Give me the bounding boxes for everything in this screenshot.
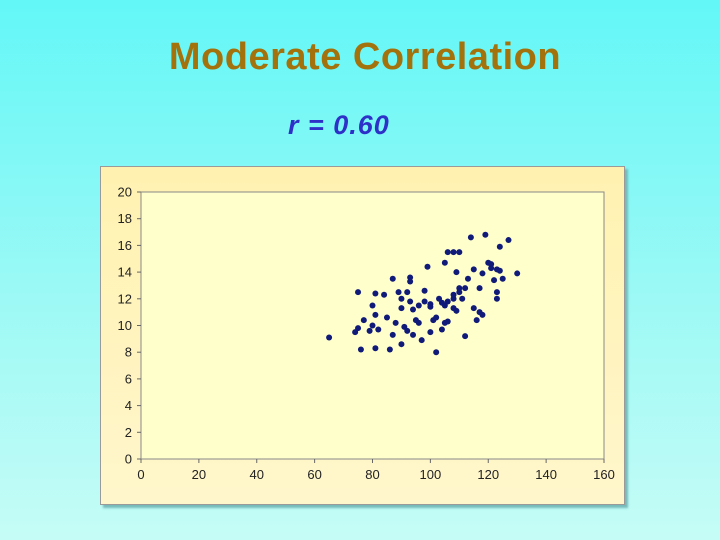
- data-point: [441, 259, 448, 266]
- data-point: [456, 285, 463, 292]
- y-tick-label: 0: [125, 452, 132, 467]
- data-point: [464, 275, 471, 282]
- data-point: [355, 325, 362, 332]
- data-point: [491, 277, 498, 284]
- data-point: [372, 311, 379, 318]
- data-point: [438, 326, 445, 333]
- data-point: [357, 346, 364, 353]
- y-tick-label: 4: [125, 398, 132, 413]
- data-point: [467, 234, 474, 241]
- y-tick-label: 8: [125, 345, 132, 360]
- data-point: [389, 331, 396, 338]
- data-point: [496, 267, 503, 274]
- correlation-coefficient: r = 0.60: [288, 110, 390, 140]
- data-point: [470, 266, 477, 273]
- data-point: [444, 249, 451, 256]
- data-point: [479, 270, 486, 277]
- data-point: [418, 337, 425, 344]
- data-point: [459, 295, 466, 302]
- data-point: [453, 269, 460, 276]
- x-tick-label: 60: [307, 467, 321, 482]
- data-point: [381, 291, 388, 298]
- y-tick-label: 18: [118, 211, 132, 226]
- data-point: [444, 318, 451, 325]
- data-point: [462, 285, 469, 292]
- y-tick-label: 2: [125, 425, 132, 440]
- data-point: [415, 319, 422, 326]
- x-tick-label: 20: [192, 467, 206, 482]
- data-point: [326, 334, 333, 341]
- y-tick-label: 20: [118, 185, 132, 200]
- x-tick-label: 0: [137, 467, 144, 482]
- data-point: [389, 275, 396, 282]
- data-point: [383, 314, 390, 321]
- data-point: [427, 301, 434, 308]
- data-point: [398, 305, 405, 312]
- y-tick-label: 14: [118, 265, 132, 280]
- chart-frame: 0 2 4 6 8 10 12 14 16 18 20 0 20 40 60 80 100 120 140 160: [100, 166, 625, 505]
- data-point: [369, 302, 376, 309]
- data-point: [473, 317, 480, 324]
- data-point: [514, 270, 521, 277]
- y-tick-label: 10: [118, 318, 132, 333]
- data-point: [427, 329, 434, 336]
- data-point: [450, 295, 457, 302]
- data-point: [395, 289, 402, 296]
- data-point: [404, 289, 411, 296]
- x-tick-label: 80: [365, 467, 379, 482]
- y-tick-label: 6: [125, 371, 132, 386]
- data-point: [386, 346, 393, 353]
- data-point: [453, 307, 460, 314]
- data-point: [392, 319, 399, 326]
- data-point: [456, 249, 463, 256]
- data-point: [421, 287, 428, 294]
- x-tick-label: 140: [535, 467, 557, 482]
- data-point: [404, 327, 411, 334]
- data-point: [479, 311, 486, 318]
- data-point: [407, 298, 414, 305]
- data-point: [355, 289, 362, 296]
- data-point: [496, 243, 503, 250]
- data-point: [407, 278, 414, 285]
- y-tick-label: 12: [118, 291, 132, 306]
- x-tick-label: 120: [477, 467, 499, 482]
- data-point: [372, 345, 379, 352]
- data-point: [410, 306, 417, 313]
- scatter-chart: 0 2 4 6 8 10 12 14 16 18 20 0 20 40 60 80 100 120 140 160: [118, 185, 615, 483]
- data-point: [375, 326, 382, 333]
- data-point: [488, 261, 495, 268]
- data-point: [462, 333, 469, 340]
- data-point: [415, 302, 422, 309]
- data-point: [421, 298, 428, 305]
- data-point: [369, 322, 376, 329]
- data-point: [366, 327, 373, 334]
- data-point: [493, 295, 500, 302]
- x-tick-label: 100: [420, 467, 442, 482]
- data-point: [505, 237, 512, 244]
- data-point: [493, 289, 500, 296]
- data-point: [410, 331, 417, 338]
- data-point: [433, 349, 440, 356]
- data-point: [470, 305, 477, 312]
- data-point: [372, 290, 379, 297]
- data-point: [398, 295, 405, 302]
- data-point: [360, 317, 367, 324]
- data-point: [398, 341, 405, 348]
- x-tick-label: 160: [593, 467, 615, 482]
- y-tick-label: 16: [118, 238, 132, 253]
- data-point: [444, 298, 451, 305]
- data-point: [450, 249, 457, 256]
- data-point: [433, 314, 440, 321]
- data-point: [476, 285, 483, 292]
- slide-title: Moderate Correlation: [168, 36, 562, 78]
- data-point: [424, 263, 431, 270]
- data-point: [499, 275, 506, 282]
- data-point: [482, 231, 489, 238]
- x-tick-label: 40: [250, 467, 264, 482]
